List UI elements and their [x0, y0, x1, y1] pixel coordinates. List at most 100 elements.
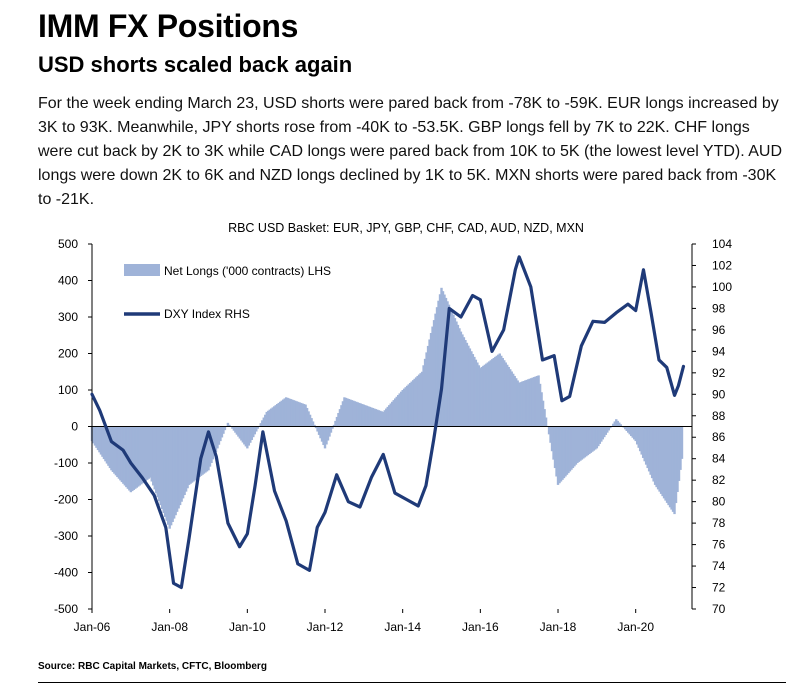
net-longs-bar: [452, 314, 455, 427]
net-longs-bar: [243, 426, 246, 445]
net-longs-bar: [93, 426, 97, 446]
net-longs-bar: [630, 426, 633, 437]
net-longs-bar: [435, 307, 439, 427]
net-longs-bar: [647, 426, 651, 472]
net-longs-bar: [155, 426, 158, 494]
net-longs-bar: [322, 426, 325, 446]
net-longs-bar: [480, 366, 484, 427]
net-longs-bar: [292, 400, 295, 427]
net-longs-bar: [132, 426, 136, 490]
net-longs-bar: [168, 426, 171, 529]
right-tick-label: 86: [712, 430, 726, 444]
net-longs-bar: [131, 426, 134, 492]
net-longs-bar: [444, 297, 448, 427]
net-longs-bar: [515, 378, 518, 427]
net-longs-bar: [284, 397, 288, 427]
net-longs-bar: [456, 324, 460, 427]
net-longs-bar: [411, 380, 415, 427]
net-longs-bar: [613, 421, 616, 427]
net-longs-bar: [328, 426, 331, 437]
net-longs-bar: [577, 426, 581, 462]
net-longs-bar: [313, 424, 316, 427]
net-longs-bar: [426, 345, 430, 427]
net-longs-bar: [364, 405, 367, 427]
net-longs-bar: [389, 403, 392, 427]
net-longs-bar: [465, 342, 469, 427]
net-longs-bar: [592, 426, 596, 451]
net-longs-bar: [92, 426, 95, 444]
net-longs-bar: [332, 424, 336, 427]
page-subtitle: USD shorts scaled back again: [38, 52, 353, 77]
net-longs-bar: [317, 426, 321, 435]
net-longs-bar: [174, 426, 177, 516]
net-longs-bar: [178, 426, 182, 506]
net-longs-bar: [205, 426, 209, 472]
net-longs-bar: [591, 426, 594, 452]
net-longs-bar: [667, 426, 670, 506]
right-tick-label: 88: [712, 409, 726, 423]
right-tick-label: 74: [712, 559, 726, 573]
net-longs-bar: [625, 426, 628, 431]
net-longs-bar: [340, 405, 343, 427]
net-longs-bar: [388, 405, 391, 427]
net-longs-bar: [540, 392, 543, 427]
x-tick-label: Jan-14: [384, 620, 421, 634]
net-longs-bar: [134, 426, 137, 489]
net-longs-bar: [247, 426, 251, 446]
net-longs-bar: [662, 426, 666, 499]
net-longs-bar: [507, 366, 510, 427]
net-longs-bar: [606, 426, 609, 433]
net-longs-bar: [283, 398, 286, 427]
right-tick-label: 80: [712, 495, 726, 509]
net-longs-bar: [534, 376, 537, 427]
net-longs-bar: [420, 371, 424, 427]
net-longs-bar: [161, 426, 164, 510]
net-longs-bar: [216, 426, 219, 449]
net-longs-bar: [104, 426, 107, 462]
net-longs-bar: [244, 426, 248, 447]
x-tick-label: Jan-16: [462, 620, 499, 634]
net-longs-bar: [473, 356, 476, 427]
net-longs-bar: [635, 426, 639, 445]
net-longs-bar: [407, 384, 410, 427]
net-longs-bar: [189, 426, 192, 484]
net-longs-bar: [570, 426, 573, 470]
net-longs-bar: [559, 426, 563, 482]
chart-legend[interactable]: Net Longs ('000 contracts) LHS DXY Index …: [124, 264, 331, 321]
net-longs-bar: [207, 426, 210, 471]
net-longs-bar: [471, 354, 475, 427]
net-longs-bar: [588, 426, 591, 455]
net-longs-bar: [408, 382, 412, 427]
net-longs-bar: [470, 351, 473, 427]
net-longs-bar: [362, 404, 366, 427]
right-tick-label: 72: [712, 581, 726, 595]
net-longs-bar: [331, 426, 334, 429]
right-tick-label: 90: [712, 387, 726, 401]
net-longs-bar: [271, 407, 274, 427]
net-longs-bar: [604, 426, 608, 435]
right-tick-label: 84: [712, 452, 726, 466]
net-longs-bar: [655, 426, 658, 488]
net-longs-bar: [361, 404, 364, 427]
dxy-line-group: [90, 255, 686, 590]
net-longs-bar: [503, 360, 506, 427]
net-longs-bar: [341, 401, 345, 427]
net-longs-bar: [198, 426, 201, 478]
net-longs-bar: [140, 426, 143, 485]
net-longs-bar: [634, 426, 637, 442]
net-longs-bar: [468, 348, 472, 427]
net-longs-bar: [674, 426, 678, 504]
x-tick-label: Jan-20: [617, 620, 654, 634]
net-longs-bar: [552, 426, 555, 460]
net-longs-bar: [279, 401, 282, 427]
left-tick-label: -200: [54, 493, 78, 507]
net-longs-bar: [526, 379, 530, 427]
net-longs-bar: [367, 406, 370, 427]
net-longs-bar: [643, 426, 646, 462]
net-longs-bar: [428, 339, 431, 427]
net-longs-bar: [114, 426, 118, 476]
net-longs-bar: [343, 397, 346, 427]
net-longs-bar: [310, 418, 313, 427]
net-longs-bar: [346, 398, 349, 427]
net-longs-bar: [105, 426, 109, 464]
